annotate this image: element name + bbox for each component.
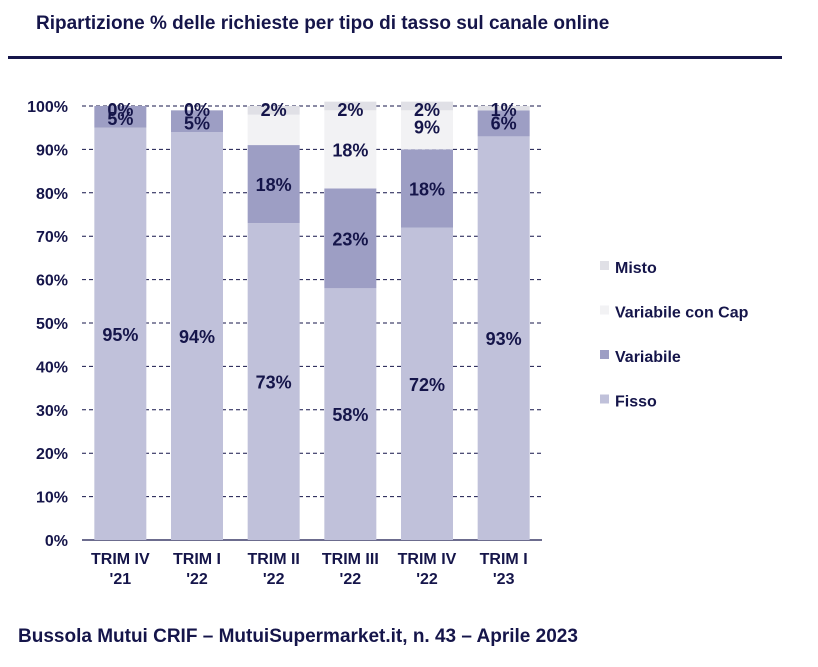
bar-segment: [477, 110, 530, 137]
y-tick-label: 60%: [36, 273, 68, 290]
bar-segment: [477, 136, 530, 540]
legend-swatch: [600, 261, 609, 270]
bar-segment: [247, 145, 300, 224]
bar-segment: [171, 110, 223, 133]
legend-swatch: [600, 394, 609, 404]
bar-segment: [324, 110, 377, 189]
data-label: 2%: [261, 100, 287, 120]
bar-segment: [324, 101, 377, 111]
y-tick-label: 50%: [36, 316, 68, 333]
bar-segment: [247, 114, 300, 146]
y-tick-label: 70%: [36, 229, 68, 246]
legend-label: Misto: [615, 260, 657, 277]
bar-segment: [171, 132, 223, 541]
data-label: 18%: [409, 179, 445, 199]
data-label: 6%: [491, 113, 517, 133]
data-label: 95%: [102, 325, 138, 345]
legend-swatch: [600, 305, 609, 315]
data-label: 72%: [409, 375, 445, 395]
y-tick-label: 30%: [36, 403, 68, 420]
x-tick-label: '22: [263, 571, 285, 588]
data-label: 93%: [486, 329, 522, 349]
x-tick-label: '22: [416, 571, 438, 588]
x-tick-label: TRIM III: [322, 551, 379, 568]
bar-segment: [247, 106, 300, 115]
bar-segment: [324, 288, 377, 540]
x-tick-label: TRIM II: [247, 551, 299, 568]
x-tick-label: TRIM I: [480, 551, 528, 568]
source-footer: Bussola Mutui CRIF – MutuiSupermarket.it…: [18, 626, 578, 647]
x-tick-label: '21: [110, 571, 132, 588]
y-tick-label: 100%: [27, 99, 68, 116]
bar-segment: [324, 188, 377, 289]
data-label: 9%: [414, 117, 440, 137]
data-label: 23%: [332, 229, 368, 249]
x-tick-label: '22: [340, 571, 362, 588]
x-tick-label: '23: [493, 571, 515, 588]
data-label: 18%: [332, 140, 368, 160]
data-label: 73%: [256, 373, 292, 393]
title-divider: [8, 56, 782, 59]
bar-segment: [401, 227, 453, 540]
data-label: 0%: [107, 100, 133, 120]
data-label: 1%: [491, 100, 517, 120]
data-label: 5%: [107, 109, 133, 129]
legend-label: Fisso: [615, 394, 657, 411]
data-label: 2%: [337, 100, 363, 120]
bar-segment: [94, 127, 147, 540]
data-label: 94%: [179, 327, 215, 347]
bar-segment: [401, 149, 453, 228]
legend-label: Variabile con Cap: [615, 305, 749, 322]
data-label: 18%: [256, 175, 292, 195]
x-tick-label: '22: [186, 571, 208, 588]
data-label: 58%: [332, 405, 368, 425]
y-tick-label: 10%: [36, 490, 68, 507]
x-tick-label: TRIM IV: [91, 551, 150, 568]
x-tick-label: TRIM I: [173, 551, 221, 568]
x-tick-label: TRIM IV: [398, 551, 457, 568]
chart-title: Ripartizione % delle richieste per tipo …: [36, 13, 610, 34]
bar-segment: [477, 106, 530, 111]
y-tick-label: 0%: [45, 533, 68, 550]
y-tick-label: 20%: [36, 446, 68, 463]
data-label: 5%: [184, 113, 210, 133]
bar-segment: [401, 110, 453, 150]
legend-swatch: [600, 350, 609, 359]
y-tick-label: 80%: [36, 186, 68, 203]
bar-segment: [94, 106, 147, 128]
y-tick-label: 40%: [36, 359, 68, 376]
data-label: 2%: [414, 100, 440, 120]
y-tick-label: 90%: [36, 142, 68, 159]
legend-label: Variabile: [615, 349, 681, 366]
bar-segment: [401, 101, 453, 111]
bar-segment: [247, 223, 300, 540]
data-label: 0%: [184, 100, 210, 120]
